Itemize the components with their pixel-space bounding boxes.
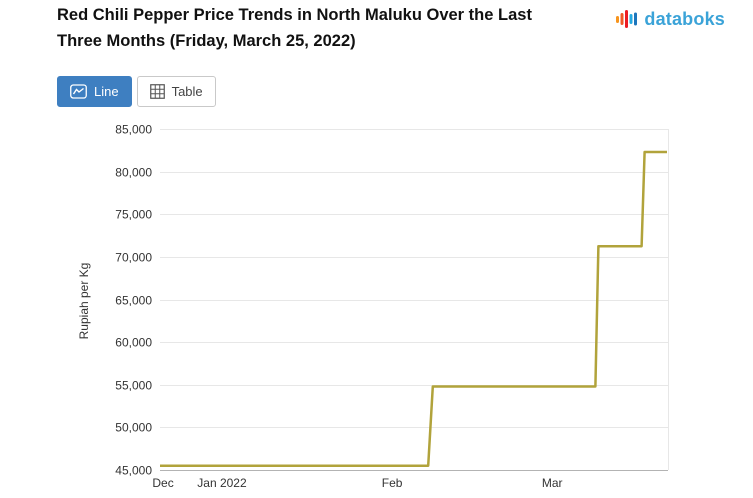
line-view-button[interactable]: Line — [57, 76, 132, 107]
page-title: Red Chili Pepper Price Trends in North M… — [57, 6, 532, 50]
databoks-logo-icon — [616, 10, 638, 28]
y-tick-label: 70,000 — [115, 251, 152, 265]
price-line-series — [160, 150, 667, 467]
y-tick-label: 85,000 — [115, 123, 152, 137]
y-tick-label: 55,000 — [115, 379, 152, 393]
line-view-label: Line — [94, 84, 119, 99]
table-view-label: Table — [171, 84, 203, 99]
databoks-logo-text: databoks — [644, 8, 725, 29]
table-view-button[interactable]: Table — [136, 76, 216, 107]
databoks-logo: databoks — [616, 8, 725, 30]
x-tick-label: Dec — [152, 476, 173, 490]
table-grid-icon — [149, 84, 165, 99]
price-line-chart: 45,000 50,000 55,000 60,000 65,000 70,000 75,0… — [115, 123, 669, 490]
x-tick-label: Jan 2022 — [197, 476, 247, 490]
y-tick-label: 50,000 — [115, 421, 152, 435]
view-toggle-group: Line Table — [57, 76, 216, 107]
x-tick-label: Mar — [542, 476, 563, 490]
y-tick-label: 65,000 — [115, 294, 152, 308]
x-tick-label: Feb — [382, 476, 403, 490]
line-chart-icon — [70, 84, 87, 99]
y-tick-label: 45,000 — [115, 464, 152, 478]
y-tick-label: 60,000 — [115, 336, 152, 350]
y-tick-label: 80,000 — [115, 166, 152, 180]
y-tick-label: 75,000 — [115, 208, 152, 222]
